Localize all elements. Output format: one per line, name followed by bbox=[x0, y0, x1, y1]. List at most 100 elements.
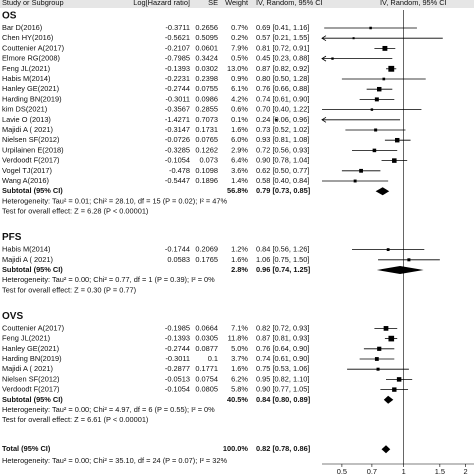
ci-text: 0.75 [0.53, 1.06] bbox=[256, 364, 309, 373]
ci-text: 0.45 [0.23, 0.88] bbox=[256, 54, 309, 63]
weight: 5.0% bbox=[231, 344, 248, 353]
study: Nielsen SF(2012) bbox=[2, 374, 60, 383]
study: Hanley GE(2021) bbox=[2, 84, 59, 93]
study-square bbox=[392, 158, 397, 163]
ci-arrow bbox=[321, 55, 327, 62]
weight: 4.2% bbox=[231, 94, 248, 103]
pooled-diamond bbox=[375, 187, 390, 196]
pooled-diamond bbox=[383, 395, 394, 404]
header-band bbox=[0, 0, 474, 8]
study: Urpilainen E(2018) bbox=[2, 145, 64, 154]
study: Nielsen SF(2012) bbox=[2, 135, 60, 144]
study: Wang A(2016) bbox=[2, 176, 49, 185]
weight: 6.0% bbox=[231, 135, 248, 144]
study-square bbox=[376, 367, 380, 371]
ci-text: 0.81 [0.72, 0.91] bbox=[256, 43, 309, 52]
weight: 1.6% bbox=[231, 125, 248, 134]
study-square bbox=[382, 77, 386, 81]
heterogeneity: Heterogeneity: Tau² = 0.01; Chi² = 28.10… bbox=[2, 196, 228, 205]
ci-text: 0.73 [0.52, 1.02] bbox=[256, 125, 309, 134]
subtotal-ci: 0.79 [0.73, 0.85] bbox=[256, 186, 311, 195]
study: Lavie O (2013) bbox=[2, 115, 51, 124]
subtotal-label: Subtotal (95% CI) bbox=[2, 265, 63, 274]
ci-text: 0.69 [0.41, 1.16] bbox=[256, 23, 309, 32]
se: 0.3424 bbox=[195, 54, 218, 63]
log-hr: -0.5621 bbox=[165, 33, 190, 42]
se: 0.1765 bbox=[195, 255, 218, 264]
se: 0.2398 bbox=[195, 74, 218, 83]
weight: 6.4% bbox=[231, 156, 248, 165]
study: Elmore RG(2008) bbox=[2, 54, 60, 63]
ci-arrow bbox=[321, 35, 327, 42]
log-hr: -0.1744 bbox=[165, 245, 190, 254]
log-hr: -0.1393 bbox=[165, 64, 190, 73]
log-hr: -0.2107 bbox=[165, 43, 190, 52]
study-square bbox=[386, 248, 390, 252]
column-header: IV, Random, 95% CI bbox=[256, 0, 323, 7]
pooled-diamond bbox=[376, 266, 424, 274]
study: Harding BN(2019) bbox=[2, 94, 62, 103]
weight: 3.7% bbox=[231, 354, 248, 363]
study-square bbox=[370, 108, 374, 111]
log-hr: -0.0513 bbox=[165, 374, 190, 383]
ci-text: 0.80 [0.50, 1.28] bbox=[256, 74, 309, 83]
study-square bbox=[395, 137, 400, 143]
study: Vogel TJ(2017) bbox=[2, 166, 52, 175]
se: 0.1262 bbox=[195, 145, 218, 154]
se: 0.073 bbox=[200, 156, 219, 165]
ci-text: 0.82 [0.72, 0.93] bbox=[256, 323, 309, 332]
log-hr: -0.3011 bbox=[165, 354, 190, 363]
ci-text: 0.74 [0.61, 0.90] bbox=[256, 354, 309, 363]
study: Habis M(2014) bbox=[2, 245, 50, 254]
study-square bbox=[374, 357, 379, 361]
log-hr: -0.3011 bbox=[165, 94, 190, 103]
weight: 7.1% bbox=[231, 323, 248, 332]
ci-text: 0.87 [0.82, 0.92] bbox=[256, 64, 309, 73]
study-square bbox=[331, 57, 334, 60]
x-tick-label: 1 bbox=[402, 467, 406, 474]
ci-text: 0.57 [0.21, 1.55] bbox=[256, 33, 309, 42]
study-square bbox=[396, 377, 402, 382]
se: 0.0765 bbox=[195, 135, 218, 144]
weight: 1.4% bbox=[231, 176, 248, 185]
weight: 11.8% bbox=[228, 334, 249, 343]
study: Feng JL(2021) bbox=[2, 64, 50, 73]
se: 0.1771 bbox=[195, 364, 218, 373]
column-header: Study or Subgroup bbox=[2, 0, 64, 7]
se: 0.1 bbox=[208, 354, 218, 363]
x-tick-label: 1.5 bbox=[435, 467, 445, 474]
subtotal-weight: 40.5% bbox=[227, 395, 248, 404]
se: 0.0305 bbox=[195, 334, 218, 343]
log-hr: -0.5447 bbox=[165, 176, 190, 185]
study: kim DS(2021) bbox=[2, 105, 47, 114]
study: Feng JL(2021) bbox=[2, 334, 50, 343]
log-hr: -0.1393 bbox=[165, 334, 190, 343]
weight: 0.5% bbox=[231, 54, 248, 63]
study-square bbox=[372, 148, 377, 153]
log-hr: -0.478 bbox=[169, 166, 190, 175]
heterogeneity: Heterogeneity: Tau² = 0.00; Chi² = 35.10… bbox=[2, 456, 228, 465]
ci-text: 0.76 [0.66, 0.88] bbox=[256, 84, 309, 93]
pooled-diamond bbox=[381, 445, 391, 454]
se: 0.0664 bbox=[195, 323, 218, 332]
weight: 1.6% bbox=[231, 364, 248, 373]
log-hr: -0.1054 bbox=[165, 385, 190, 394]
weight: 3.6% bbox=[231, 166, 248, 175]
study: Majidi A ( 2021) bbox=[2, 125, 53, 134]
log-hr: -0.2231 bbox=[165, 74, 190, 83]
study: Majidi A ( 2021) bbox=[2, 255, 53, 264]
se: 0.1731 bbox=[195, 125, 218, 134]
ci-text: 0.84 [0.56, 1.26] bbox=[256, 245, 309, 254]
log-hr: -0.0726 bbox=[165, 135, 190, 144]
study-square bbox=[407, 258, 411, 262]
se: 0.7073 bbox=[195, 115, 218, 124]
subtotal-weight: 2.8% bbox=[231, 265, 248, 274]
ci-text: 0.24 [0.06, 0.96] bbox=[256, 115, 309, 124]
log-hr: -0.1985 bbox=[165, 323, 190, 332]
study: Harding BN(2019) bbox=[2, 354, 62, 363]
ci-text: 0.90 [0.77, 1.05] bbox=[256, 385, 309, 394]
study: Couttenier A(2017) bbox=[2, 323, 64, 332]
log-hr: -0.3147 bbox=[165, 125, 190, 134]
se: 0.0754 bbox=[195, 374, 218, 383]
study-square bbox=[383, 326, 389, 331]
